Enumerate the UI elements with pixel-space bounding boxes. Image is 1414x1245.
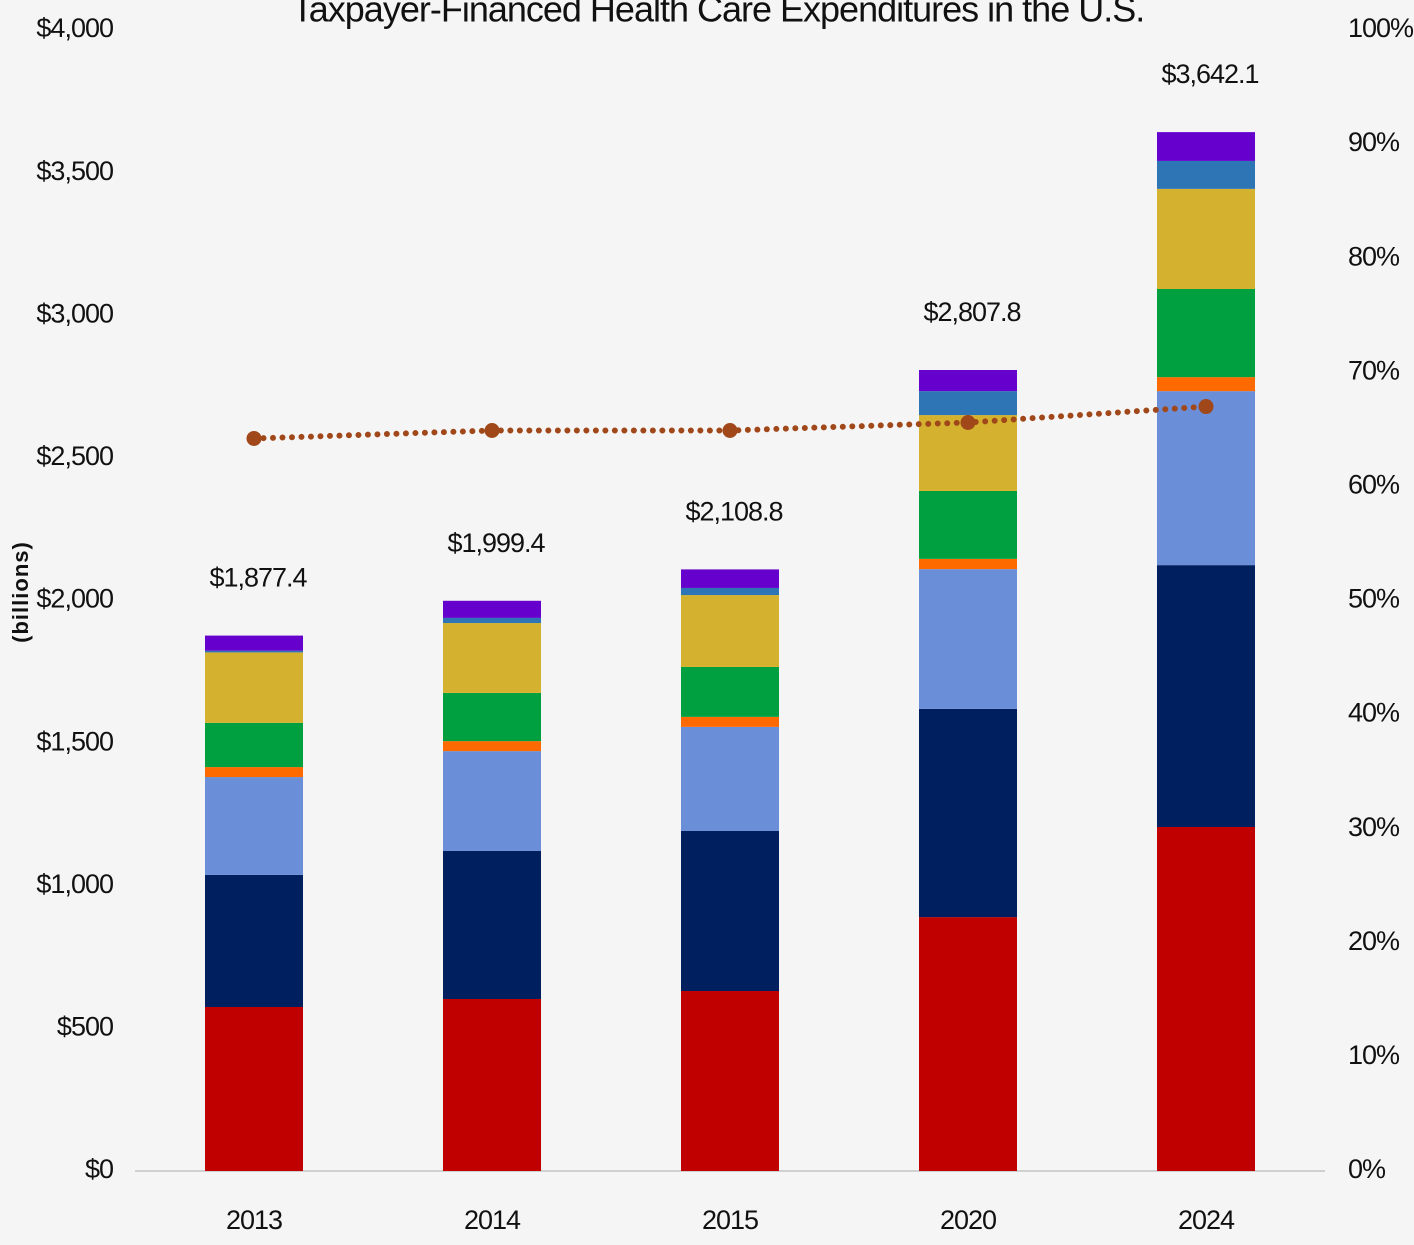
bar-segment bbox=[681, 830, 779, 992]
bar-segment bbox=[443, 998, 541, 1171]
y-axis-label: (billions) bbox=[8, 541, 33, 643]
bar-segment bbox=[1157, 391, 1255, 566]
y2-tick-label: 60% bbox=[1348, 470, 1400, 500]
y2-tick-label: 30% bbox=[1348, 812, 1400, 842]
bar-segment bbox=[443, 623, 541, 693]
bar-segment bbox=[681, 587, 779, 596]
total-label: $1,877.4 bbox=[209, 563, 307, 593]
bar-segment bbox=[681, 726, 779, 831]
line-marker bbox=[1198, 399, 1214, 415]
total-label: $2,807.8 bbox=[923, 297, 1020, 327]
bar-segment bbox=[681, 569, 779, 588]
line-marker bbox=[722, 422, 738, 438]
bar-segment bbox=[919, 708, 1017, 918]
total-label: $1,999.4 bbox=[447, 528, 545, 558]
y-tick-label: $3,000 bbox=[36, 298, 113, 328]
y2-tick-label: 50% bbox=[1348, 584, 1400, 614]
bar-segment bbox=[681, 716, 779, 727]
bar-segment bbox=[205, 652, 303, 723]
x-tick-label: 2014 bbox=[464, 1205, 521, 1235]
total-label: $3,642.1 bbox=[1161, 59, 1258, 89]
bar-segment bbox=[919, 490, 1017, 559]
bar-segment bbox=[919, 558, 1017, 570]
line-marker bbox=[960, 415, 976, 431]
bar-segment bbox=[1157, 377, 1255, 392]
bar-segment bbox=[919, 391, 1017, 416]
x-tick-label: 2020 bbox=[940, 1205, 996, 1235]
bar-segment bbox=[1157, 565, 1255, 827]
y2-tick-label: 80% bbox=[1348, 241, 1400, 271]
bar-segment bbox=[1157, 188, 1255, 290]
bar-segment bbox=[1157, 160, 1255, 189]
y2-tick-label: 90% bbox=[1348, 127, 1400, 157]
y-tick-label: $1,500 bbox=[36, 726, 113, 756]
bar-segment bbox=[443, 751, 541, 851]
bar-segment bbox=[205, 1006, 303, 1171]
bar-segment bbox=[205, 635, 303, 651]
bar-segment bbox=[919, 569, 1017, 709]
bar-segment bbox=[1157, 826, 1255, 1171]
y-tick-label: $4,000 bbox=[36, 13, 113, 43]
bar-segment bbox=[443, 600, 541, 618]
bar-segment bbox=[443, 850, 541, 999]
bar-segment bbox=[205, 650, 303, 653]
y-tick-label: $0 bbox=[85, 1154, 113, 1184]
y-tick-label: $500 bbox=[57, 1012, 113, 1042]
chart-title: Taxpayer-Financed Health Care Expenditur… bbox=[292, 0, 1144, 30]
bar-segment bbox=[205, 767, 303, 778]
bar-segment bbox=[443, 692, 541, 742]
bar-segment bbox=[919, 917, 1017, 1171]
y-tick-label: $2,000 bbox=[36, 584, 113, 614]
y2-tick-label: 70% bbox=[1348, 355, 1400, 385]
line-marker bbox=[484, 422, 500, 438]
y2-tick-label: 100% bbox=[1348, 13, 1414, 43]
y2-tick-label: 20% bbox=[1348, 926, 1400, 956]
y-tick-label: $3,500 bbox=[36, 156, 113, 186]
bar-segment bbox=[443, 741, 541, 752]
x-tick-label: 2024 bbox=[1178, 1205, 1235, 1235]
y-tick-label: $2,500 bbox=[36, 441, 113, 471]
x-tick-label: 2013 bbox=[226, 1205, 282, 1235]
bar-segment bbox=[205, 777, 303, 875]
bar-segment bbox=[681, 595, 779, 667]
bar-segment bbox=[681, 666, 779, 717]
bar-segment bbox=[919, 370, 1017, 392]
bar-segment bbox=[1157, 132, 1255, 161]
y2-tick-label: 40% bbox=[1348, 698, 1400, 728]
bar-segment bbox=[443, 617, 541, 624]
bar-segment bbox=[1157, 289, 1255, 378]
total-label: $2,108.8 bbox=[685, 497, 782, 527]
y2-tick-label: 10% bbox=[1348, 1040, 1400, 1070]
y-tick-label: $1,000 bbox=[36, 869, 113, 899]
y2-tick-label: 0% bbox=[1348, 1154, 1386, 1184]
line-marker bbox=[246, 430, 262, 446]
bar-segment bbox=[681, 991, 779, 1171]
x-tick-label: 2015 bbox=[702, 1205, 758, 1235]
bar-segment bbox=[205, 874, 303, 1007]
bar-segment bbox=[205, 722, 303, 768]
